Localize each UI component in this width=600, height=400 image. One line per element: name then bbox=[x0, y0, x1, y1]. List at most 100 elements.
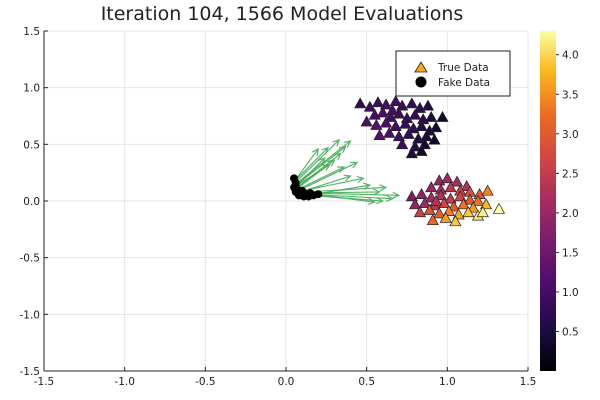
true-data-point bbox=[402, 127, 415, 139]
true-data-point bbox=[420, 130, 433, 142]
gradient-arrow bbox=[293, 146, 329, 183]
gradient-arrow bbox=[295, 147, 320, 180]
true-data-point bbox=[476, 206, 489, 218]
true-data-point bbox=[371, 96, 385, 108]
true-data-point bbox=[418, 197, 431, 209]
y-tick-label: -1.5 bbox=[20, 366, 41, 378]
true-data-point bbox=[447, 200, 460, 212]
true-data-point bbox=[354, 97, 367, 109]
true-data-point bbox=[436, 110, 449, 122]
gradient-arrow bbox=[296, 163, 331, 186]
true-data-point bbox=[396, 138, 409, 150]
legend-true-data-label: True Data bbox=[437, 62, 489, 74]
true-data-point bbox=[408, 198, 422, 210]
true-data-point bbox=[433, 207, 446, 219]
true-data-point bbox=[441, 172, 454, 184]
y-tick-label: 1.5 bbox=[23, 26, 40, 38]
true-data-point bbox=[449, 215, 462, 227]
legend-fake-data-label: Fake Data bbox=[438, 77, 490, 89]
true-data-point bbox=[408, 108, 422, 120]
x-tick-label: -0.5 bbox=[195, 376, 216, 388]
fake-data-point bbox=[314, 190, 323, 199]
true-data-point bbox=[450, 175, 464, 187]
gradient-arrow bbox=[300, 174, 352, 193]
true-data-point bbox=[492, 202, 506, 214]
colorbar bbox=[540, 31, 556, 371]
true-data-series bbox=[354, 95, 506, 227]
true-data-point bbox=[415, 119, 428, 131]
y-tick-label: 1.0 bbox=[23, 83, 40, 95]
true-data-point bbox=[383, 126, 396, 138]
colorbar-ticks: 0.5 1.0 1.5 2.0 2.5 3.0 3.5 4.0 bbox=[556, 50, 579, 338]
colorbar-tick-label: 1.0 bbox=[562, 287, 579, 299]
true-data-point bbox=[426, 214, 439, 226]
true-data-point bbox=[376, 106, 389, 118]
legend-fake-data-marker bbox=[415, 76, 427, 88]
gradient-arrow bbox=[301, 166, 346, 188]
x-tick-label: 0.5 bbox=[358, 376, 375, 388]
true-data-point bbox=[415, 144, 428, 156]
true-data-point bbox=[413, 206, 427, 218]
colorbar-tick-label: 3.0 bbox=[562, 129, 579, 141]
true-data-point bbox=[428, 133, 441, 145]
gradient-arrow bbox=[295, 156, 326, 188]
true-data-point bbox=[444, 181, 457, 193]
true-data-point bbox=[454, 190, 467, 202]
true-data-point bbox=[379, 98, 393, 110]
true-data-point bbox=[389, 95, 402, 107]
x-tick-label: 1.0 bbox=[439, 376, 456, 388]
true-data-point bbox=[439, 211, 452, 223]
fake-data-point bbox=[291, 181, 300, 190]
true-data-point bbox=[467, 201, 480, 213]
true-data-point bbox=[444, 192, 457, 204]
true-data-point bbox=[386, 104, 399, 116]
true-data-point bbox=[429, 194, 443, 206]
true-data-point bbox=[373, 129, 386, 141]
legend-true-data-marker bbox=[414, 61, 428, 73]
true-data-point bbox=[457, 198, 470, 210]
true-data-point bbox=[389, 119, 402, 131]
gradient-arrows bbox=[293, 138, 401, 205]
colorbar-tick-label: 4.0 bbox=[562, 50, 579, 62]
colorbar-tick-label: 0.5 bbox=[562, 326, 579, 338]
legend: True Data Fake Data bbox=[395, 50, 511, 97]
true-data-point bbox=[396, 99, 409, 111]
true-data-point bbox=[370, 118, 383, 130]
true-data-point bbox=[415, 187, 428, 199]
x-tick-label: 1.5 bbox=[520, 376, 537, 388]
colorbar-tick-label: 3.5 bbox=[562, 89, 579, 101]
chart-title: Iteration 104, 1566 Model Evaluations bbox=[101, 3, 464, 25]
true-data-point bbox=[425, 110, 438, 122]
y-tick-label: -1.0 bbox=[20, 309, 41, 321]
true-data-point bbox=[434, 189, 447, 201]
true-data-point bbox=[421, 99, 435, 111]
colorbar-tick-label: 2.5 bbox=[562, 168, 579, 180]
true-data-point bbox=[405, 97, 418, 109]
x-tick-label: 0.0 bbox=[278, 376, 295, 388]
true-data-point bbox=[399, 117, 412, 129]
x-tick-label: -1.0 bbox=[114, 376, 135, 388]
colorbar-tick-label: 2.0 bbox=[562, 208, 579, 220]
true-data-point bbox=[463, 193, 477, 205]
gradient-arrow bbox=[310, 191, 401, 199]
true-data-point bbox=[462, 206, 475, 218]
gradient-arrow bbox=[314, 182, 372, 195]
fake-data-series bbox=[290, 174, 323, 201]
x-tick-label: -1.5 bbox=[34, 376, 55, 388]
true-data-point bbox=[360, 115, 373, 127]
y-tick-label: 0.0 bbox=[23, 196, 40, 208]
true-data-point bbox=[379, 116, 393, 128]
axes: -1.5 -1.0 -0.5 0.0 0.5 1.0 1.5 -1.5 -1.0 -0.5 0.0 0… bbox=[20, 26, 537, 388]
gradient-arrow bbox=[300, 161, 359, 191]
fake-data-point bbox=[306, 189, 315, 198]
true-data-point bbox=[405, 190, 418, 202]
true-data-point bbox=[384, 110, 397, 122]
true-data-point bbox=[471, 194, 485, 206]
fake-data-point bbox=[298, 186, 307, 195]
y-tick-label: -0.5 bbox=[20, 253, 41, 265]
true-data-point bbox=[392, 130, 406, 142]
colorbar-tick-label: 1.5 bbox=[562, 247, 579, 259]
true-data-point bbox=[405, 147, 418, 159]
